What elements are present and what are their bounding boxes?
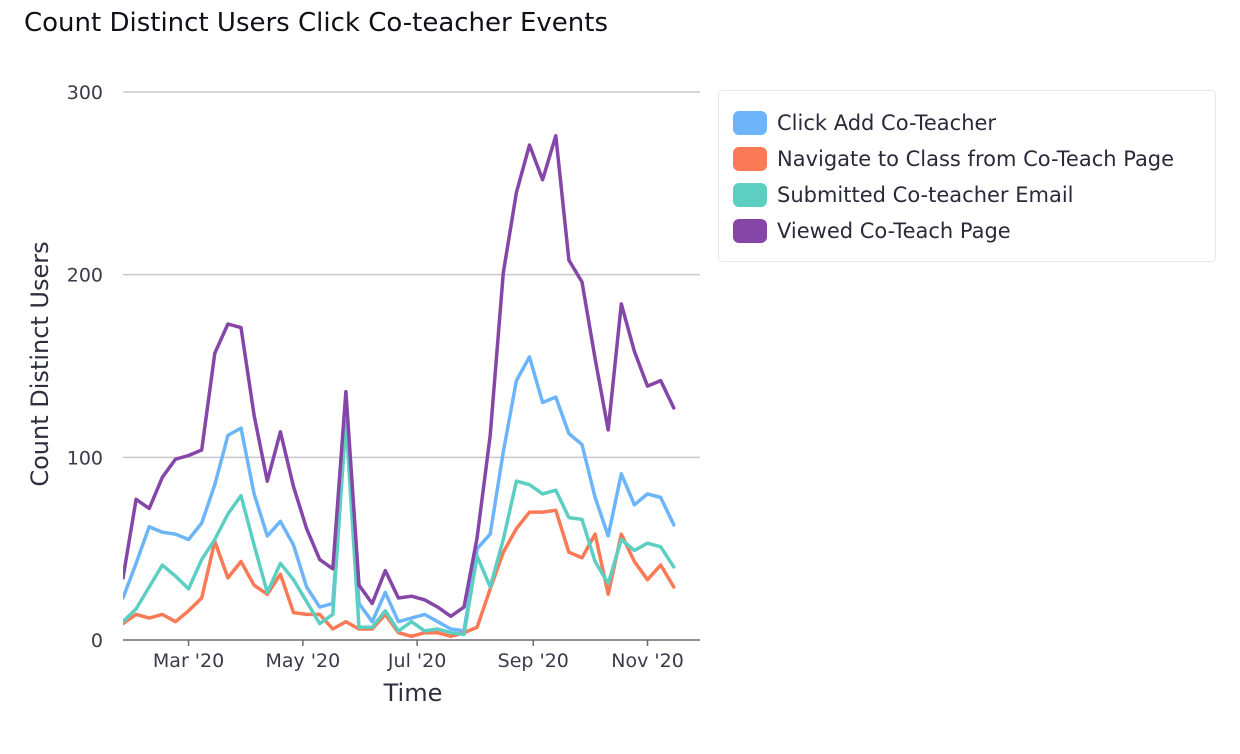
y-axis-title: Count Distinct Users — [26, 241, 54, 486]
series-lines — [123, 134, 676, 639]
axes: 0 100 200 300 Mar '20 May '20 Jul '20 Sep '20 No… — [67, 82, 700, 672]
y-tick-label: 100 — [67, 447, 103, 469]
legend-item-3[interactable]: Submitted Co-teacher Email — [733, 177, 1201, 213]
y-tick-label: 200 — [67, 265, 103, 287]
series-line-2[interactable] — [123, 508, 676, 639]
legend-label: Submitted Co-teacher Email — [777, 183, 1074, 207]
x-tick-label: May '20 — [265, 650, 340, 672]
x-tick-label: Nov '20 — [611, 650, 684, 672]
x-axis-title: Time — [383, 679, 443, 707]
legend-swatch — [733, 219, 767, 243]
x-tick-label: Mar '20 — [153, 650, 224, 672]
legend-swatch — [733, 147, 767, 171]
legend-swatch — [733, 183, 767, 207]
y-tick-label: 0 — [91, 630, 103, 652]
legend-label: Viewed Co-Teach Page — [777, 219, 1011, 243]
legend-label: Navigate to Class from Co-Teach Page — [777, 147, 1175, 171]
y-tick-label: 300 — [67, 82, 103, 104]
legend-item-1[interactable]: Click Add Co-Teacher — [733, 105, 1201, 141]
series-line-4[interactable] — [123, 134, 676, 619]
gridlines — [123, 91, 700, 459]
legend-swatch — [733, 111, 767, 135]
chart-legend: Click Add Co-Teacher Navigate to Class fr… — [718, 90, 1216, 262]
legend-item-4[interactable]: Viewed Co-Teach Page — [733, 213, 1201, 249]
x-tick-label: Jul '20 — [387, 650, 446, 672]
legend-item-2[interactable]: Navigate to Class from Co-Teach Page — [733, 141, 1201, 177]
x-tick-label: Sep '20 — [498, 650, 569, 672]
series-line-3[interactable] — [123, 419, 676, 637]
series-line-1[interactable] — [123, 355, 676, 633]
legend-label: Click Add Co-Teacher — [777, 111, 997, 135]
chart-title: Count Distinct Users Click Co-teacher Ev… — [24, 8, 609, 38]
